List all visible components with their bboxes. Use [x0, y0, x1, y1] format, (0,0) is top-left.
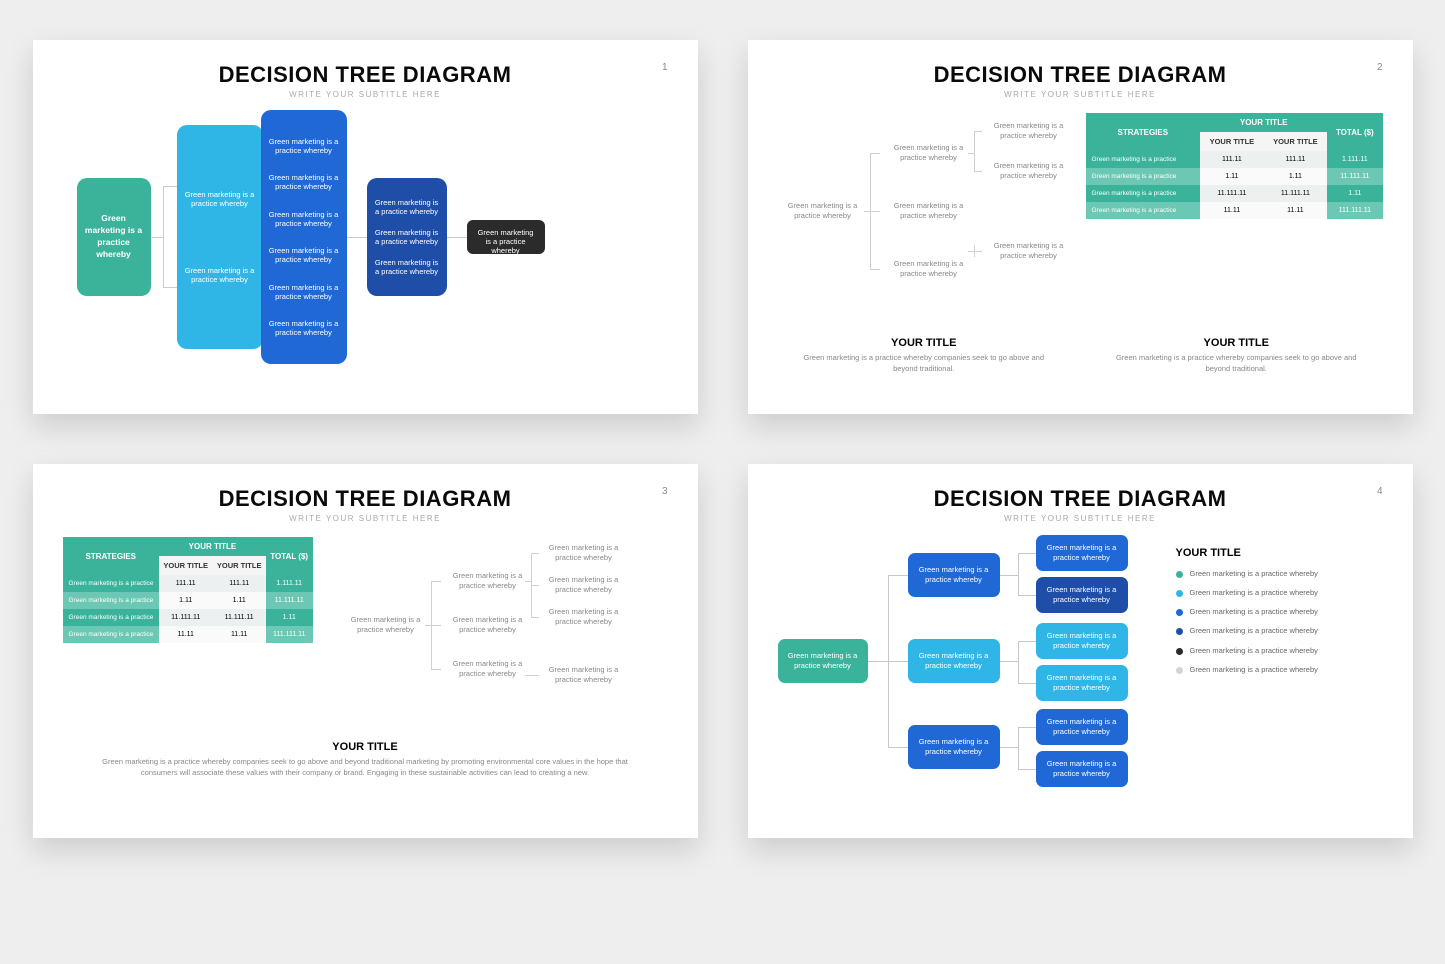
slide-title: DECISION TREE DIAGRAM [63, 62, 668, 88]
slide-subtitle: WRITE YOUR SUBTITLE HERE [778, 90, 1383, 99]
b-l2: Green marketing is a practice whereby [884, 143, 974, 163]
page-number: 1 [662, 62, 668, 73]
list-item: Green marketing is a practice whereby [1176, 665, 1383, 675]
b-root: Green marketing is a practice whereby [341, 615, 431, 635]
foot-title: YOUR TITLE [778, 337, 1071, 349]
slide-title: DECISION TREE DIAGRAM [778, 62, 1383, 88]
decision-tree: Green marketing is a practice whereby Gre… [778, 533, 1158, 795]
footer: YOUR TITLE Green marketing is a practice… [63, 741, 668, 778]
slide-subtitle: WRITE YOUR SUBTITLE HERE [63, 90, 668, 99]
footer: YOUR TITLE Green marketing is a practice … [778, 337, 1383, 374]
bracket-tree: Green marketing is a practice whereby Gr… [778, 113, 1068, 323]
bullet-icon [1176, 667, 1183, 674]
list-title: YOUR TITLE [1176, 547, 1383, 559]
foot-title: YOUR TITLE [63, 741, 668, 753]
b-l3: Green marketing is a practice whereby [539, 665, 629, 685]
bullet-icon [1176, 571, 1183, 578]
slide-title: DECISION TREE DIAGRAM [778, 486, 1383, 512]
tree-root: Green marketing is a practice whereby [77, 178, 151, 296]
slide-header: DECISION TREE DIAGRAM WRITE YOUR SUBTITL… [63, 62, 668, 99]
tree-node: Green marketing is a practice whereby [778, 639, 868, 683]
page-number: 2 [1377, 62, 1383, 73]
tree-node: Green marketing is a practice whereby [1036, 665, 1128, 701]
tree-node: Green marketing is a practice whereby [1036, 577, 1128, 613]
tree-node: Green marketing is a practice whereby [1036, 623, 1128, 659]
tree-col3: Green marketing is a practice wherebyGre… [261, 110, 347, 364]
bullet-icon [1176, 590, 1183, 597]
b-root: Green marketing is a practice whereby [778, 201, 868, 221]
slide-title: DECISION TREE DIAGRAM [63, 486, 668, 512]
slide-2: 2 DECISION TREE DIAGRAM WRITE YOUR SUBTIT… [748, 40, 1413, 414]
b-l2: Green marketing is a practice whereby [443, 659, 533, 679]
foot-text: Green marketing is a practice whereby co… [63, 757, 668, 778]
tree-col2: Green marketing is a practice wherebyGre… [177, 125, 263, 349]
slide-4: 4 DECISION TREE DIAGRAM WRITE YOUR SUBTIT… [748, 464, 1413, 838]
tree-node: Green marketing is a practice whereby [1036, 709, 1128, 745]
slide-subtitle: WRITE YOUR SUBTITLE HERE [778, 514, 1383, 523]
page-number: 4 [1377, 486, 1383, 497]
tree-row: Green marketing is a practice whereby Gr… [63, 107, 668, 367]
tree-node: Green marketing is a practice whereby [1036, 535, 1128, 571]
table: STRATEGIESYOUR TITLETOTAL ($)YOUR TITLEY… [1086, 113, 1383, 323]
b-l3: Green marketing is a practice whereby [984, 241, 1074, 261]
slide-1: 1 DECISION TREE DIAGRAM WRITE YOUR SUBTI… [33, 40, 698, 414]
bullet-icon [1176, 609, 1183, 616]
b-l2: Green marketing is a practice whereby [884, 201, 974, 221]
foot-text: Green marketing is a practice whereby co… [1090, 353, 1383, 374]
b-l3: Green marketing is a practice whereby [539, 607, 629, 627]
b-l2: Green marketing is a practice whereby [884, 259, 974, 279]
bullet-icon [1176, 648, 1183, 655]
b-l2: Green marketing is a practice whereby [443, 571, 533, 591]
bullet-list: YOUR TITLE Green marketing is a practice… [1176, 533, 1383, 795]
tree-node: Green marketing is a practice whereby [1036, 751, 1128, 787]
list-item: Green marketing is a practice whereby [1176, 588, 1383, 598]
foot-text: Green marketing is a practice whereby co… [778, 353, 1071, 374]
list-item: Green marketing is a practice whereby [1176, 607, 1383, 617]
b-l3: Green marketing is a practice whereby [984, 161, 1074, 181]
b-l2: Green marketing is a practice whereby [443, 615, 533, 635]
list-item: Green marketing is a practice whereby [1176, 646, 1383, 656]
tree-node: Green marketing is a practice whereby [908, 725, 1000, 769]
list-item: Green marketing is a practice whereby [1176, 569, 1383, 579]
b-l3: Green marketing is a practice whereby [539, 543, 629, 563]
foot-title: YOUR TITLE [1090, 337, 1383, 349]
tree-node: Green marketing is a practice whereby [908, 553, 1000, 597]
b-l3: Green marketing is a practice whereby [984, 121, 1074, 141]
slide-3: 3 DECISION TREE DIAGRAM WRITE YOUR SUBTIT… [33, 464, 698, 838]
bracket-tree: Green marketing is a practice whereby Gr… [341, 537, 668, 727]
tree-leaf: Green marketing is a practice whereby [467, 220, 545, 254]
slide-subtitle: WRITE YOUR SUBTITLE HERE [63, 514, 668, 523]
bullet-icon [1176, 628, 1183, 635]
b-l3: Green marketing is a practice whereby [539, 575, 629, 595]
page-number: 3 [662, 486, 668, 497]
tree-node: Green marketing is a practice whereby [908, 639, 1000, 683]
list-item: Green marketing is a practice whereby [1176, 626, 1383, 636]
tree-col4: Green marketing is a practice wherebyGre… [367, 178, 447, 296]
table: STRATEGIESYOUR TITLETOTAL ($)YOUR TITLEY… [63, 537, 313, 727]
